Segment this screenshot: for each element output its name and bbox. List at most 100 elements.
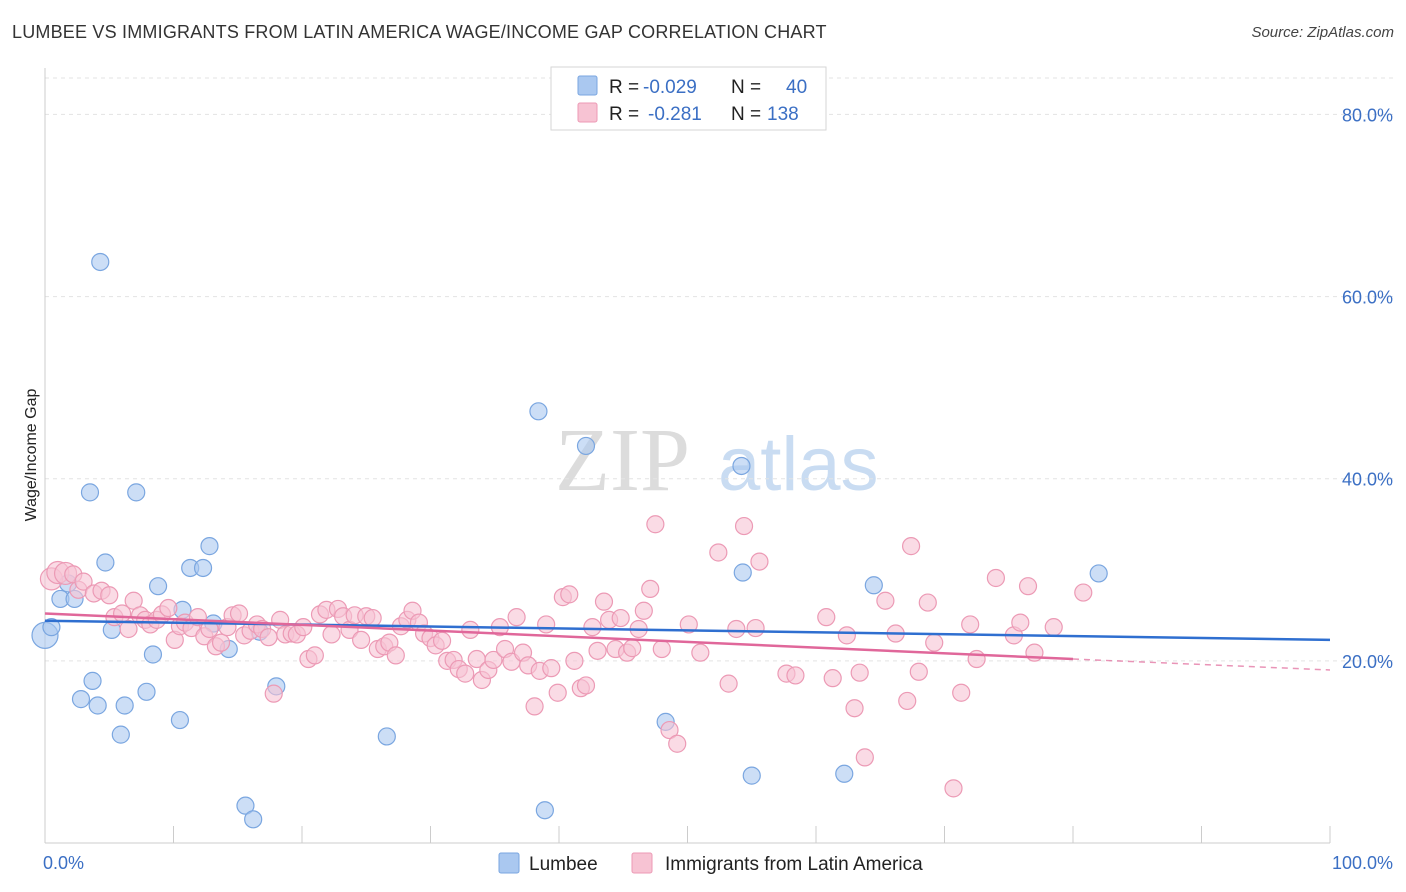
lumbee-point	[529, 402, 548, 421]
immigrants-point	[211, 633, 231, 652]
legend-r-label-1: R =	[609, 77, 639, 98]
lumbee-point	[732, 456, 751, 476]
scatter-points	[31, 252, 1108, 829]
legend-n-label-1: N =	[731, 77, 761, 98]
lumbee-point	[111, 725, 130, 744]
immigrants-point	[845, 699, 864, 718]
lumbee-point	[576, 436, 596, 456]
immigrants-point	[691, 643, 710, 662]
legend-r-label-2: R =	[609, 104, 639, 125]
immigrants-point	[850, 663, 869, 682]
immigrants-point	[386, 646, 405, 665]
legend: R = -0.029 N = 40 R = -0.281 N = 138	[550, 66, 827, 131]
immigrants-point	[74, 572, 93, 591]
immigrants-point	[594, 592, 614, 611]
immigrants-point	[817, 608, 836, 627]
immigrants-point	[542, 659, 561, 678]
immigrants-point	[668, 734, 687, 753]
immigrants-point	[352, 630, 371, 650]
lumbee-point	[148, 577, 168, 596]
lumbee-point	[137, 682, 156, 701]
lumbee-point	[91, 252, 110, 272]
immigrants-point	[548, 683, 567, 702]
lumbee-point	[742, 766, 761, 785]
immigrants-point	[876, 591, 895, 610]
chart-source: Source: ZipAtlas.com	[1251, 24, 1394, 41]
legend-r-value-2: -0.281	[648, 104, 702, 125]
lumbee-point	[1089, 564, 1108, 583]
immigrants-point	[322, 625, 341, 644]
immigrants-point	[432, 631, 452, 650]
immigrants-point	[727, 619, 746, 639]
legend-swatch-lumbee	[577, 75, 598, 96]
immigrants-point	[264, 684, 283, 703]
lumbee-point	[71, 690, 91, 709]
immigrants-point	[944, 779, 963, 798]
x-tick-label-max: 100.0%	[1332, 853, 1393, 873]
bottom-legend-swatch-immigrants	[631, 852, 653, 874]
immigrants-point	[719, 674, 738, 693]
lumbee-point	[83, 671, 102, 690]
immigrants-point	[634, 601, 653, 620]
immigrants-point	[576, 676, 596, 695]
immigrants-point	[100, 586, 119, 605]
legend-n-value-1: 40	[786, 77, 807, 98]
lumbee-point	[535, 801, 554, 820]
y-tick-label: 40.0%	[1342, 470, 1393, 490]
immigrants-point	[961, 615, 980, 634]
immigrants-point	[525, 697, 544, 716]
lumbee-point	[127, 483, 146, 502]
bottom-legend-swatch-lumbee	[498, 852, 520, 874]
immigrants-point	[294, 618, 313, 637]
chart-title: LUMBEE VS IMMIGRANTS FROM LATIN AMERICA …	[12, 22, 827, 42]
immigrants-point	[660, 720, 679, 740]
y-tick-label: 60.0%	[1342, 288, 1393, 308]
immigrants-point	[925, 633, 944, 652]
lumbee-point	[835, 764, 854, 783]
immigrants-point	[456, 664, 475, 683]
immigrants-point	[1074, 583, 1093, 602]
bottom-legend: Lumbee Immigrants from Latin America	[498, 852, 923, 875]
lumbee-point	[193, 558, 213, 578]
y-tick-label: 20.0%	[1342, 652, 1393, 672]
bottom-legend-lumbee: Lumbee	[529, 854, 598, 875]
immigrants-point	[709, 543, 728, 562]
immigrants-point	[855, 748, 874, 767]
trend-lines	[44, 612, 1331, 671]
immigrants-point	[565, 651, 584, 670]
immigrants-point	[746, 618, 765, 638]
immigrants-point	[623, 639, 642, 658]
immigrants-point	[119, 619, 138, 639]
lumbee-point	[42, 618, 61, 637]
legend-n-value-2: 138	[767, 104, 799, 125]
immigrants-point	[952, 683, 971, 702]
immigrants-point	[837, 626, 856, 645]
immigrants-point	[750, 552, 769, 571]
immigrants-point	[641, 579, 660, 599]
axes: 20.0% 40.0% 60.0% 80.0% 0.0% 100.0%	[43, 68, 1393, 873]
x-tick-label-min: 0.0%	[43, 853, 84, 873]
immigrants-point	[588, 641, 607, 660]
lumbee-point	[200, 537, 219, 556]
legend-swatch-immigrants	[577, 102, 598, 123]
lumbee-point	[143, 645, 163, 664]
y-tick-label: 80.0%	[1342, 105, 1393, 125]
lumbee-point	[80, 483, 100, 502]
bottom-legend-immigrants: Immigrants from Latin America	[665, 854, 923, 875]
immigrants-point	[159, 598, 178, 618]
lumbee-point	[115, 696, 134, 715]
immigrants-point	[646, 515, 665, 534]
immigrants-point	[823, 669, 842, 688]
immigrants-point	[918, 593, 937, 612]
lumbee-point	[244, 810, 263, 829]
immigrants-point	[967, 649, 986, 669]
immigrants-point	[734, 516, 754, 536]
y-axis-label: Wage/Income Gap	[23, 389, 40, 522]
immigrants-point	[898, 691, 917, 711]
immigrants-point	[786, 666, 805, 685]
immigrants-point	[537, 615, 556, 634]
grid-lines	[45, 77, 1395, 662]
immigrants-point	[652, 639, 671, 659]
immigrants-point	[305, 646, 324, 665]
